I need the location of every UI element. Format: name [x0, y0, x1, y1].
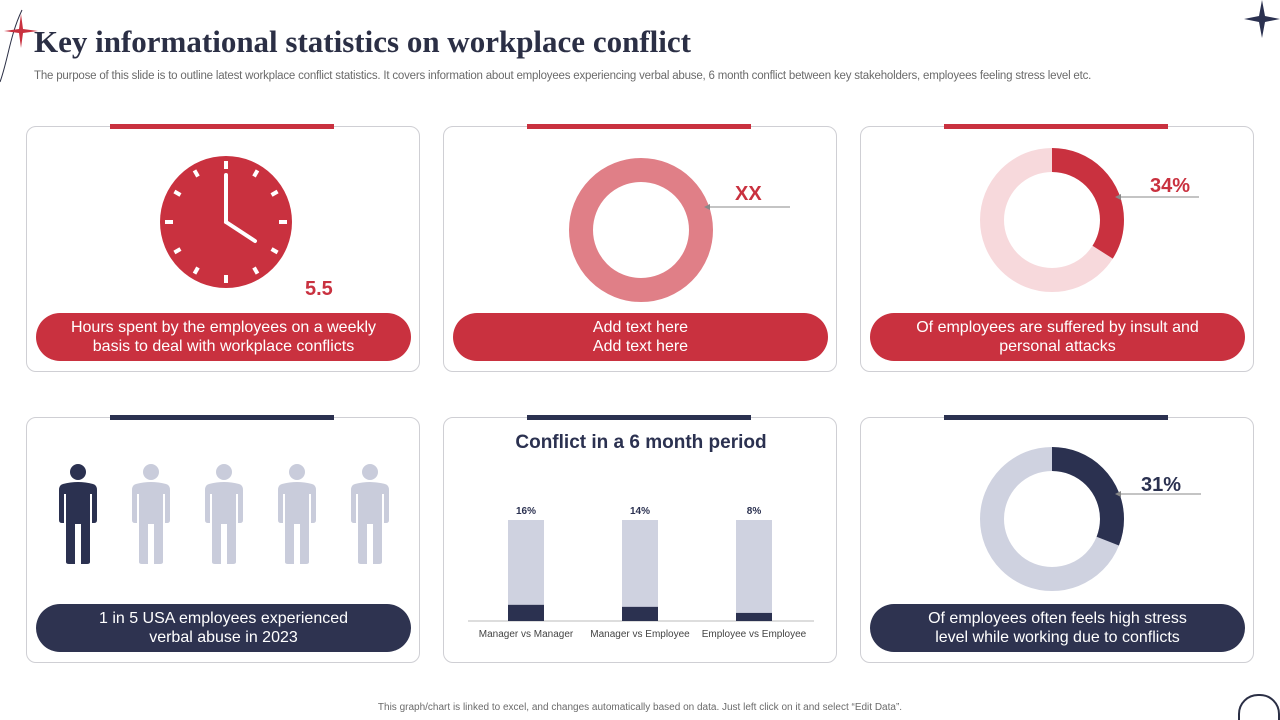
caption-line: Add text here	[592, 338, 689, 355]
bar	[736, 612, 772, 621]
bar	[622, 606, 658, 621]
chart-title: Conflict in a 6 month period	[515, 432, 767, 453]
clock-icon	[160, 156, 292, 288]
caption-line: 1 in 5 USA employees experienced	[98, 610, 349, 627]
card-placeholder: XX Add text here Add text here	[443, 124, 837, 372]
bar-background	[508, 520, 544, 621]
callout-line	[1115, 491, 1201, 497]
caption-line: Add text here	[592, 319, 689, 336]
person-icon	[278, 464, 316, 564]
card-insult: 34% Of employees are suffered by insult …	[860, 124, 1254, 372]
stress-value: 31%	[1141, 474, 1182, 496]
card-top-bar	[944, 124, 1168, 129]
verbal-caption: 1 in 5 USA employees experienced verbal …	[36, 604, 411, 652]
caption-line: personal attacks	[999, 338, 1116, 355]
x-tick-label: Employee vs Employee	[702, 629, 807, 640]
star-icon	[1244, 0, 1280, 38]
placeholder-caption: Add text here Add text here	[453, 313, 828, 361]
stress-donut-segment	[980, 447, 1124, 591]
decorative-corner	[1238, 694, 1280, 720]
card-top-bar	[944, 415, 1168, 420]
card-top-bar	[527, 124, 751, 129]
caption-line: verbal abuse in 2023	[149, 629, 298, 646]
bar-value-label: 14%	[630, 506, 650, 517]
caption-line: level while working due to conflicts	[935, 629, 1180, 646]
bar-background	[622, 520, 658, 621]
stress-caption: Of employees often feels high stress lev…	[870, 604, 1245, 652]
insult-value: 34%	[1150, 175, 1191, 197]
bar-background	[736, 520, 772, 621]
card-top-bar	[110, 124, 334, 129]
caption-line: Of employees often feels high stress	[928, 610, 1187, 627]
conflict-bar-chart: 16% Manager vs Manager 14% Manager vs Emplo…	[468, 506, 814, 640]
bar	[508, 604, 544, 621]
insult-caption: Of employees are suffered by insult and …	[870, 313, 1245, 361]
insult-donut	[980, 148, 1124, 292]
bar-value-label: 8%	[747, 506, 762, 517]
placeholder-value: XX	[735, 183, 762, 205]
x-tick-label: Manager vs Employee	[590, 629, 690, 640]
person-icon	[351, 464, 389, 564]
hours-value: 5.5	[305, 278, 333, 300]
caption-line: Of employees are suffered by insult and	[916, 319, 1199, 336]
decorative-arc	[0, 9, 23, 83]
callout-line	[704, 204, 790, 210]
footer-note: This graph/chart is linked to excel, and…	[377, 702, 903, 713]
card-top-bar	[110, 415, 334, 420]
person-icon	[132, 464, 170, 564]
bar-value-label: 16%	[516, 506, 536, 517]
callout-line	[1115, 194, 1199, 200]
card-verbal-abuse: 1 in 5 USA employees experienced verbal …	[26, 415, 420, 663]
person-icon	[205, 464, 243, 564]
person-icon	[59, 464, 97, 564]
caption-line: basis to deal with workplace conflicts	[92, 338, 355, 355]
card-top-bar	[527, 415, 751, 420]
page-subtitle: The purpose of this slide is to outline …	[34, 70, 1092, 82]
insult-donut-segment	[980, 148, 1124, 292]
card-stress: 31% Of employees often feels high stress…	[860, 415, 1254, 663]
card-conflict-chart: Conflict in a 6 month period 16% Manager …	[443, 415, 837, 663]
star-icon	[4, 14, 38, 48]
stress-donut	[980, 447, 1124, 591]
page-title: Key informational statistics on workplac…	[34, 24, 691, 59]
card-hours: 5.5 Hours spent by the employees on a we…	[26, 124, 420, 372]
placeholder-donut	[569, 158, 713, 302]
caption-line: Hours spent by the employees on a weekly	[70, 319, 377, 336]
hours-caption: Hours spent by the employees on a weekly…	[36, 313, 411, 361]
x-tick-label: Manager vs Manager	[479, 629, 574, 640]
